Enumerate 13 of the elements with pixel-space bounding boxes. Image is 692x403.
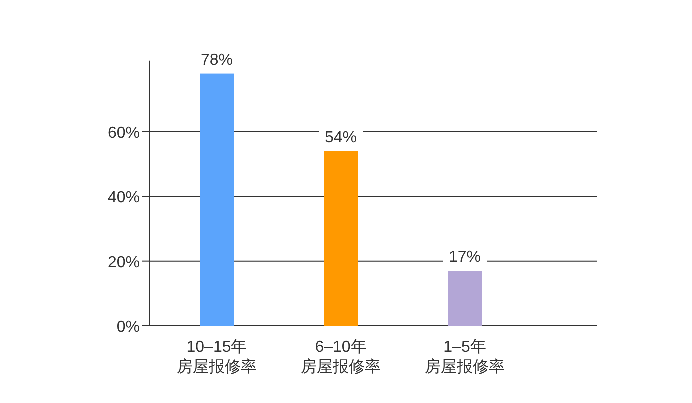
data-label: 54% <box>324 129 358 146</box>
y-tick-label: 0% <box>116 319 140 336</box>
bar <box>324 151 358 326</box>
data-label: 78% <box>200 52 234 69</box>
x-tick-label: 6–10年房屋报修率 <box>301 339 381 376</box>
y-tick-label: 20% <box>108 254 140 272</box>
data-label: 17% <box>448 249 482 266</box>
y-tick-label: 40% <box>108 190 140 207</box>
x-tick-label: 1–5年房屋报修率 <box>425 339 505 376</box>
bar <box>448 271 482 326</box>
x-tick-label: 10–15年房屋报修率 <box>177 339 257 376</box>
bar <box>200 74 234 326</box>
y-tick-label: 60% <box>108 125 140 142</box>
